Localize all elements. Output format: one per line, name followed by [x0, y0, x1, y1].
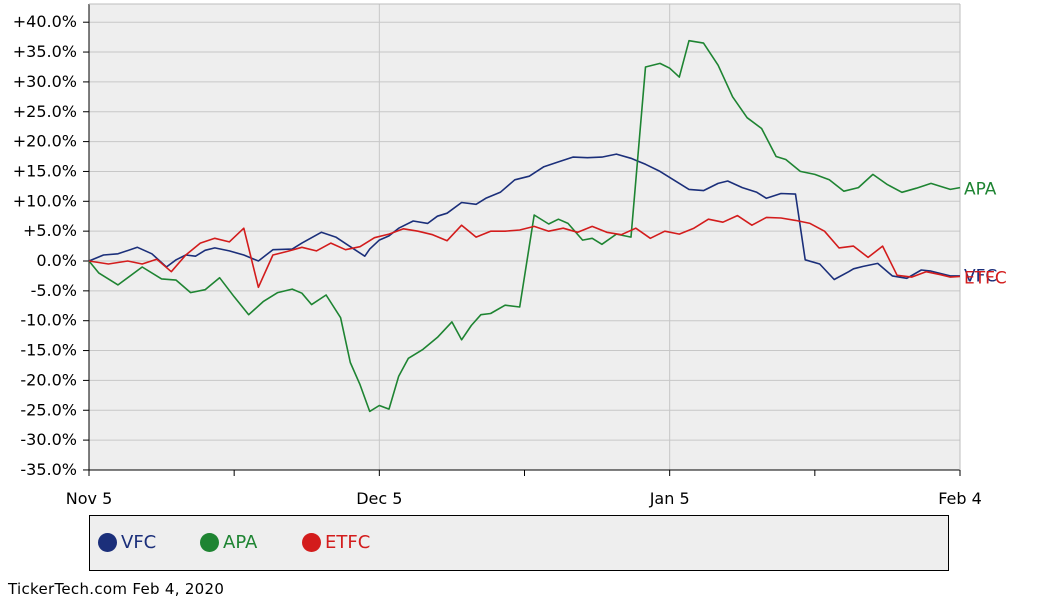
- x-tick-label: Nov 5: [66, 489, 113, 508]
- legend-dot-apa: [200, 533, 219, 552]
- line-chart: +40.0% +35.0% +30.0% +25.0% +20.0% +15.0% +10.…: [13, 3, 1007, 508]
- legend-item-etfc[interactable]: ETFC: [302, 532, 370, 553]
- end-label-apa: APA: [964, 180, 997, 200]
- y-tick-label: +25.0%: [13, 102, 77, 121]
- legend-label-vfc: VFC: [121, 532, 157, 553]
- x-tick-label: Jan 5: [649, 489, 690, 508]
- y-tick-label: -35.0%: [20, 460, 77, 479]
- y-tick-label: +10.0%: [13, 191, 77, 210]
- y-tick-label: -10.0%: [20, 311, 77, 330]
- legend-item-apa[interactable]: APA: [200, 532, 257, 553]
- x-tick-label: Feb 4: [938, 489, 982, 508]
- y-tick-label: -15.0%: [20, 341, 77, 360]
- legend-label-apa: APA: [223, 532, 258, 553]
- y-tick-label: +40.0%: [13, 12, 77, 31]
- y-tick-label: +20.0%: [13, 132, 77, 151]
- legend-label-etfc: ETFC: [325, 532, 371, 553]
- end-label-etfc: ETFC: [964, 269, 1007, 289]
- series-line-vfc: [88, 153, 960, 281]
- series-line-etfc: [88, 214, 961, 289]
- legend-dot-vfc: [98, 533, 117, 552]
- grid-lines: [89, 4, 960, 470]
- legend-dot-etfc: [302, 533, 321, 552]
- y-tick-label: +5.0%: [23, 221, 77, 240]
- y-tick-label: +15.0%: [13, 161, 77, 180]
- series-line-apa: [88, 39, 961, 413]
- y-tick-label: -30.0%: [20, 430, 77, 449]
- end-label-vfc: VFC: [964, 267, 997, 287]
- y-tick-label: -25.0%: [20, 400, 77, 419]
- y-tick-label: -5.0%: [31, 281, 77, 300]
- y-axis-tick-labels: +40.0% +35.0% +30.0% +25.0% +20.0% +15.0% +10.…: [13, 12, 77, 479]
- x-tick-label: Dec 5: [356, 489, 402, 508]
- axes: [83, 3, 961, 476]
- y-tick-label: +30.0%: [13, 72, 77, 91]
- y-tick-label: -20.0%: [20, 370, 77, 389]
- y-tick-label: 0.0%: [36, 251, 77, 270]
- y-tick-label: +35.0%: [13, 42, 77, 61]
- x-axis-tick-labels: Nov 5 Dec 5 Jan 5 Feb 4: [66, 489, 982, 508]
- legend: VFC APA ETFC: [89, 515, 949, 571]
- legend-item-vfc[interactable]: VFC: [98, 532, 156, 553]
- footer-source: TickerTech.com Feb 4, 2020: [8, 580, 225, 598]
- series-lines: [88, 39, 961, 413]
